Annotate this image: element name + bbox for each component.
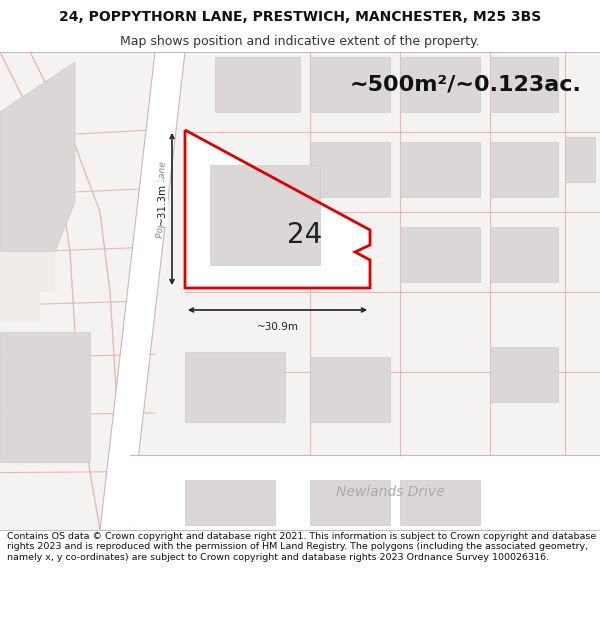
Polygon shape (185, 130, 370, 288)
Bar (400, 57, 480, 112)
Bar (490, 57, 558, 112)
Polygon shape (100, 52, 185, 530)
Bar (490, 142, 558, 197)
Polygon shape (0, 252, 55, 322)
Bar (185, 352, 285, 422)
Bar (130, 455, 600, 530)
Text: ~30.9m: ~30.9m (257, 322, 299, 332)
Bar (490, 347, 558, 402)
Text: ~500m²/~0.123ac.: ~500m²/~0.123ac. (350, 75, 582, 95)
Bar (310, 142, 390, 197)
Bar (310, 357, 390, 422)
Bar (210, 165, 320, 265)
Bar (215, 57, 300, 112)
Bar (490, 227, 558, 282)
Bar (185, 480, 275, 525)
Bar (310, 480, 390, 525)
Text: Map shows position and indicative extent of the property.: Map shows position and indicative extent… (120, 35, 480, 48)
Bar (400, 227, 480, 282)
Text: Poppythorn Lane: Poppythorn Lane (156, 161, 168, 239)
Text: 24: 24 (287, 221, 323, 249)
Polygon shape (0, 332, 90, 462)
Bar (565, 137, 595, 182)
Bar (400, 142, 480, 197)
Text: Newlands Drive: Newlands Drive (335, 485, 445, 499)
Bar (310, 57, 390, 112)
Text: Contains OS data © Crown copyright and database right 2021. This information is : Contains OS data © Crown copyright and d… (7, 532, 596, 562)
Text: ~31.3m: ~31.3m (157, 183, 167, 225)
Text: 24, POPPYTHORN LANE, PRESTWICH, MANCHESTER, M25 3BS: 24, POPPYTHORN LANE, PRESTWICH, MANCHEST… (59, 9, 541, 24)
Polygon shape (0, 62, 75, 252)
Bar (400, 480, 480, 525)
